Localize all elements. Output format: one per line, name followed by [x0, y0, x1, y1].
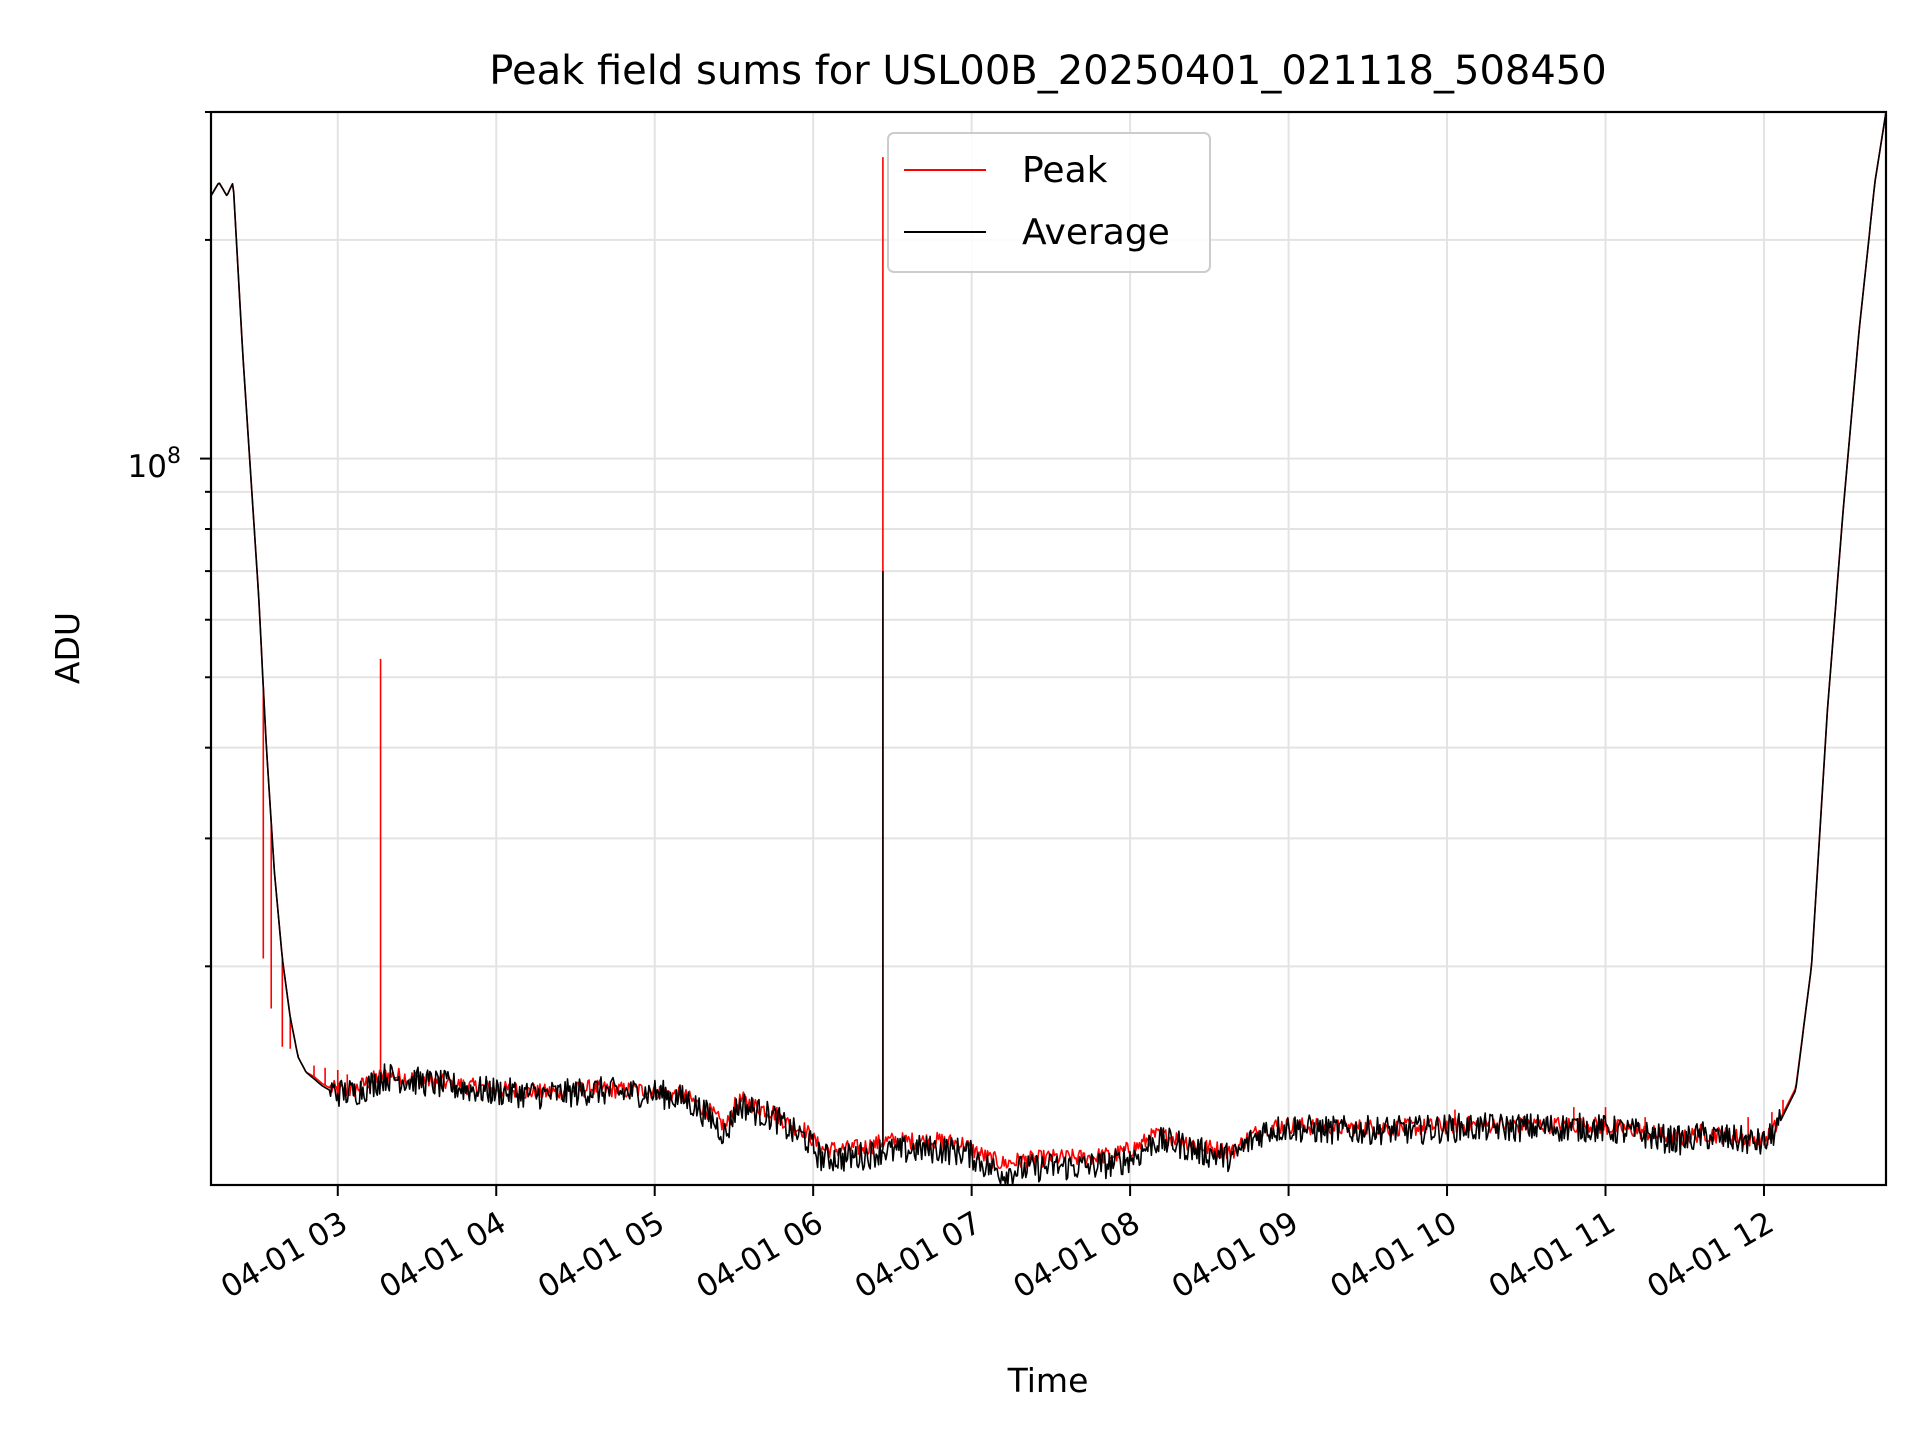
legend-box [887, 132, 1211, 273]
y-tick-label: 108 [128, 444, 181, 485]
legend-average-label: Average [1022, 212, 1170, 253]
y-tick-label-base: 10 [128, 449, 167, 485]
chart-title: Peak field sums for USL00B_20250401_0211… [489, 48, 1606, 94]
plot-area [209, 110, 1888, 1187]
grid [211, 111, 1886, 1185]
series-layer [210, 111, 1887, 1186]
legend: Peak Average [887, 132, 1211, 273]
y-tick-label-exponent: 8 [167, 444, 181, 469]
legend-peak-label: Peak [1022, 150, 1108, 191]
svg-text:108: 108 [128, 444, 181, 485]
x-axis-label: Time [1007, 1361, 1089, 1400]
series-line-average [210, 111, 1887, 1186]
y-axis-label: ADU [48, 612, 87, 684]
